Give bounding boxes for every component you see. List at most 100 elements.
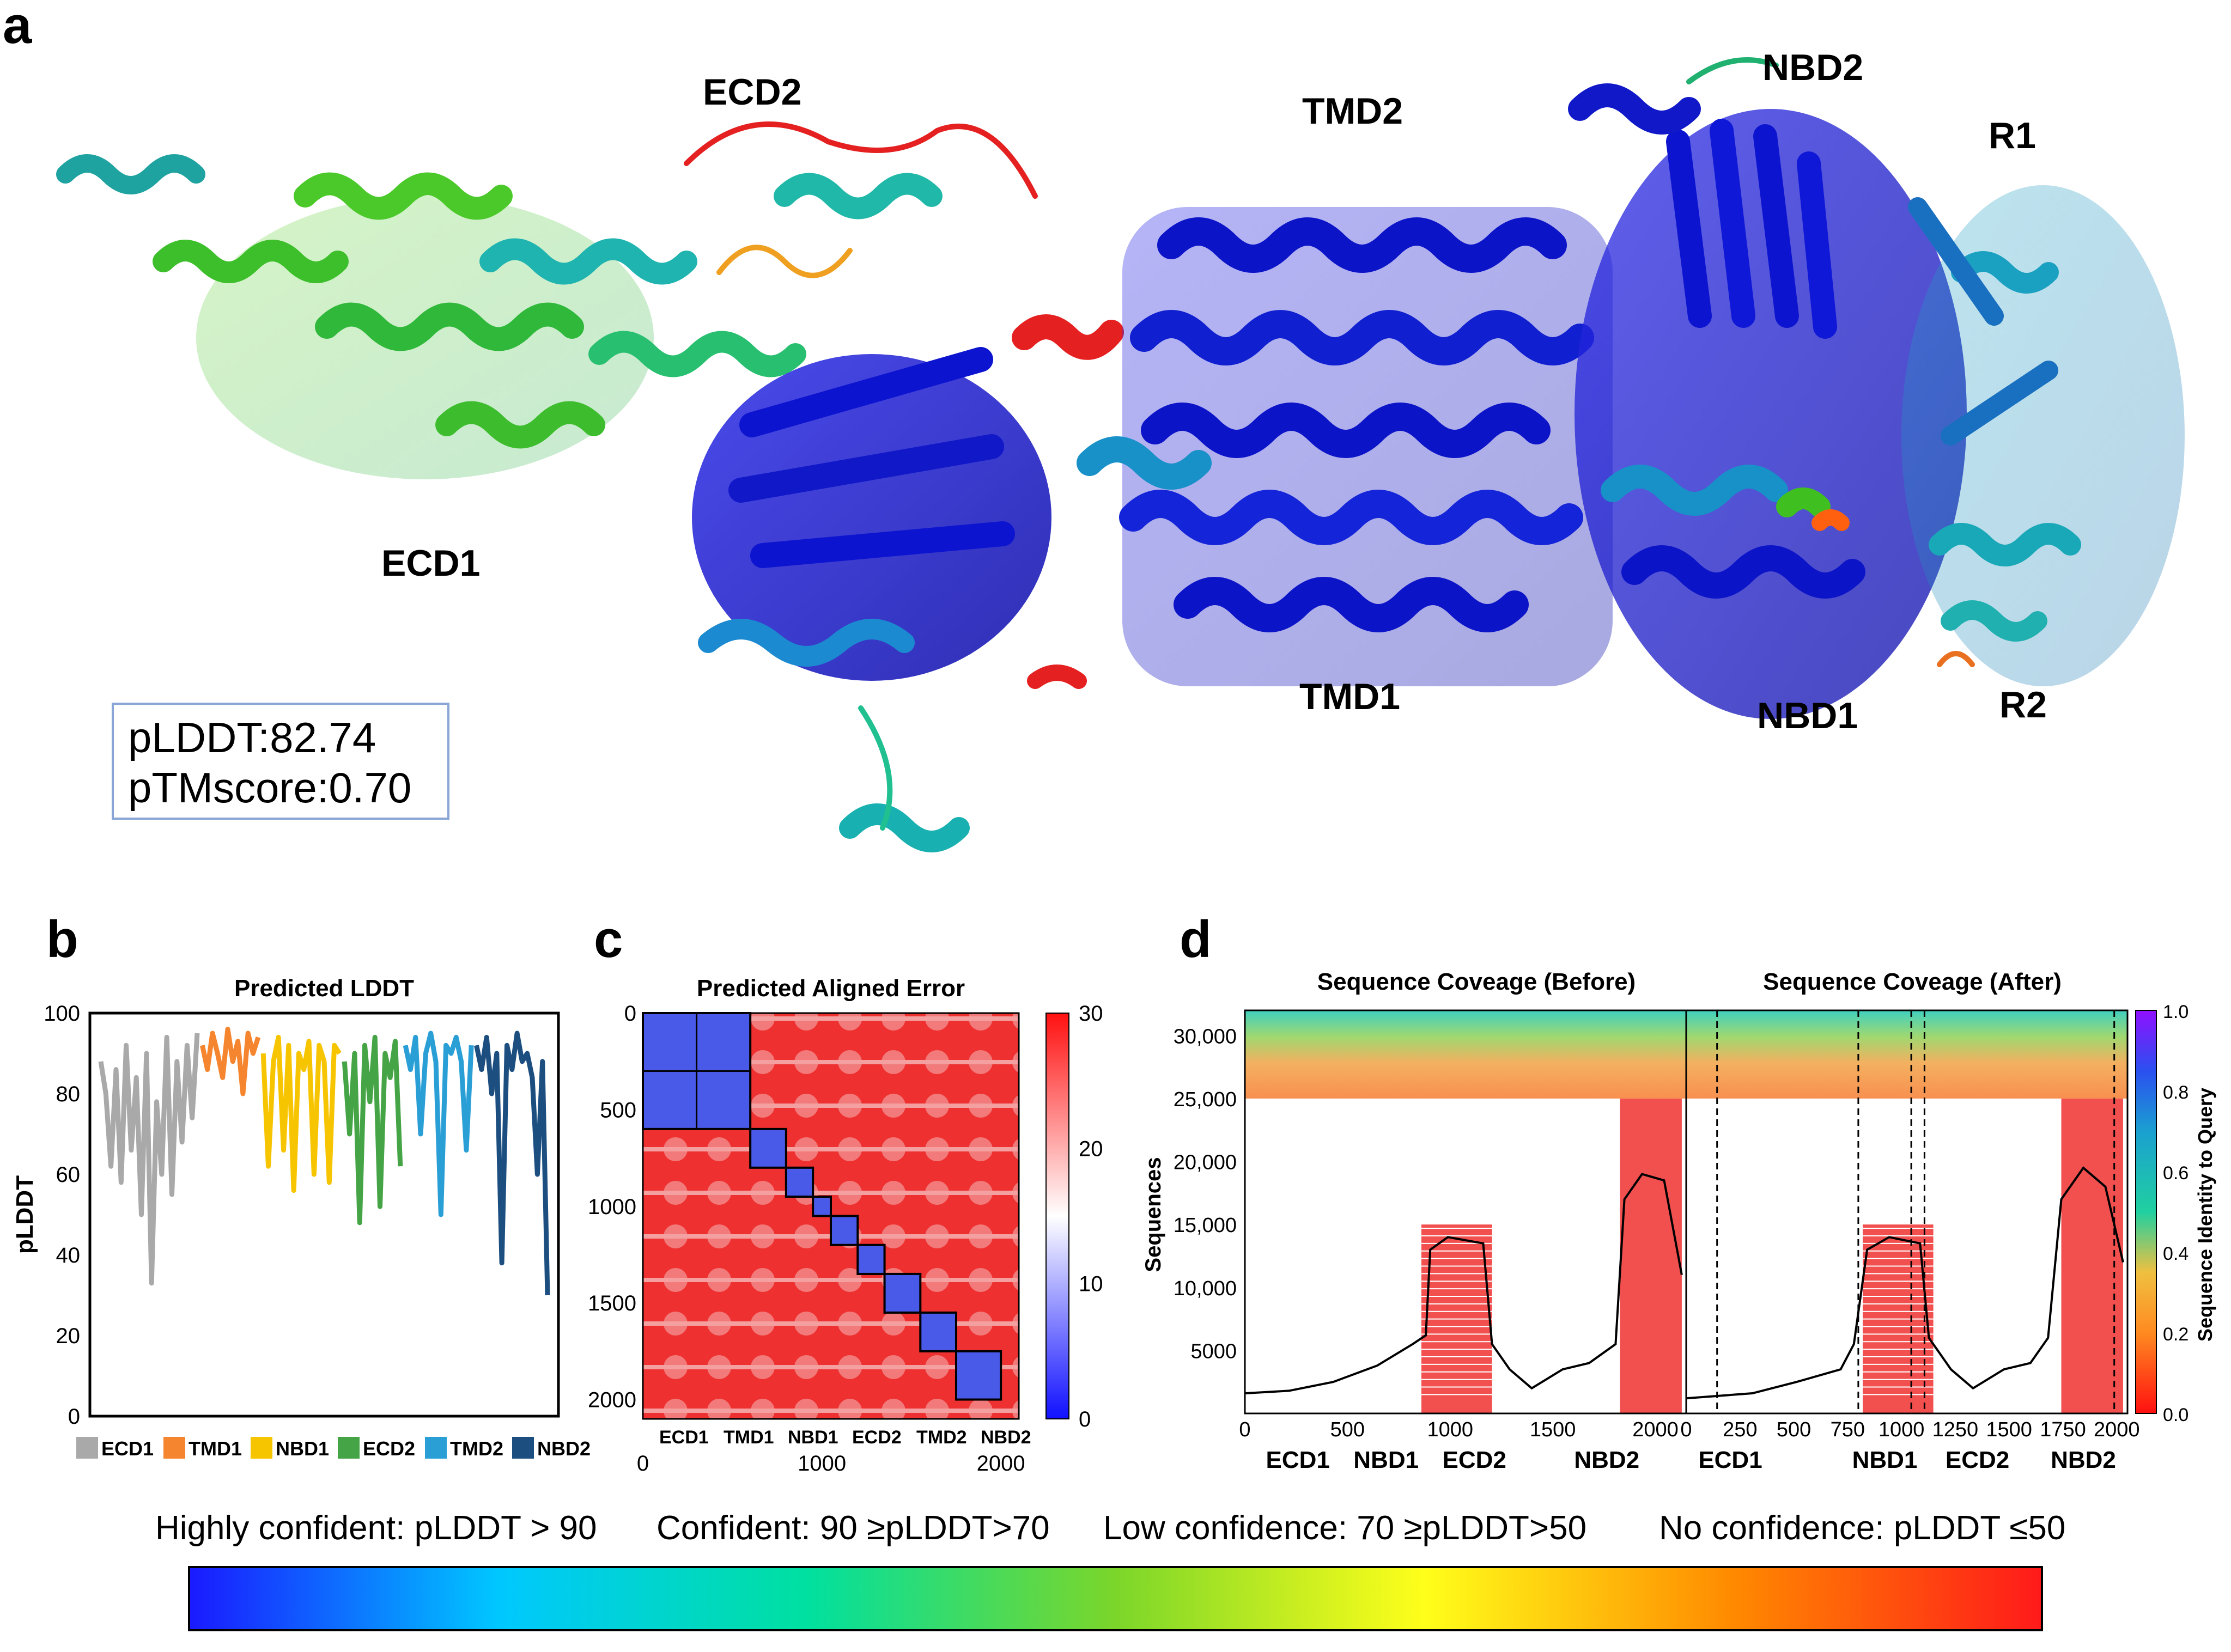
panel-b-letter: b xyxy=(46,910,78,968)
plddt-y-tick: 0 xyxy=(68,1405,80,1429)
plddt-plot-frame xyxy=(88,1011,560,1418)
coverage-x-tick: 250 xyxy=(1723,1418,1757,1441)
coverage-x-tick: 1500 xyxy=(1986,1418,2032,1441)
plddt-legend-label-ecd2: ECD2 xyxy=(363,1437,415,1460)
coverage-y-tick: 10,000 xyxy=(1174,1277,1237,1300)
coverage-y-tick: 20,000 xyxy=(1174,1151,1237,1174)
domain-label-tmd1: TMD1 xyxy=(1299,676,1401,717)
coverage-domain-label-ecd2: ECD2 xyxy=(1946,1447,2009,1473)
pae-frame xyxy=(642,1012,1020,1420)
plddt-legend-swatch-tmd2 xyxy=(425,1437,447,1459)
coverage-colorbar-tick: 0.2 xyxy=(2163,1324,2189,1345)
coverage-x-tick: 1250 xyxy=(1932,1418,1979,1441)
coverage-x-tick: 500 xyxy=(1330,1418,1365,1441)
coverage-y-tick: 25,000 xyxy=(1174,1088,1237,1111)
legend-low-confidence: Low confidence: 70 ≥pLDDT>50 xyxy=(1103,1509,1587,1547)
coverage-colorbar-tick: 0.6 xyxy=(2163,1163,2189,1184)
ecd1-region xyxy=(56,121,1038,479)
plddt-y-label: pLDDT xyxy=(11,1175,38,1254)
protein-structure-illustration xyxy=(56,57,2185,852)
coverage-colorbar-label: Sequence Identity to Query xyxy=(2194,1088,2216,1342)
pae-domain-label-tmd1: TMD1 xyxy=(724,1427,774,1448)
coverage-y-tick: 5000 xyxy=(1190,1340,1237,1363)
coverage-heatmaps: 0 500 1000 1500 2000 ECD1 NBD1 ECD2 NBD2 30,000 25… xyxy=(1144,1002,2216,1473)
coverage-domain-label-ecd1: ECD1 xyxy=(1698,1447,1762,1473)
nbd1-lower-region xyxy=(692,314,1124,852)
pae-x-tick: 0 xyxy=(637,1452,649,1476)
pae-domain-label-nbd1: NBD1 xyxy=(788,1427,838,1448)
coverage-before-title: Sequence Coveage (Before) xyxy=(1317,968,1636,995)
coverage-domain-label-nbd1: NBD1 xyxy=(1852,1447,1918,1473)
pae-y-tick: 2000 xyxy=(588,1388,636,1412)
pae-domain-label-ecd1: ECD1 xyxy=(659,1427,709,1448)
plddt-legend-swatch-nbd2 xyxy=(512,1437,534,1459)
coverage-top-band xyxy=(1245,1010,1686,1099)
plddt-y-tick: 80 xyxy=(56,1082,81,1106)
legend-confident: Confident: 90 ≥pLDDT>70 xyxy=(656,1509,1050,1547)
pae-domain-block xyxy=(785,1166,814,1198)
panel-c-letter: c xyxy=(594,910,623,968)
coverage-domain-label-nbd1: NBD1 xyxy=(1353,1447,1419,1473)
pae-domain-label-nbd2: NBD2 xyxy=(981,1427,1031,1448)
domain-label-tmd2: TMD2 xyxy=(1302,90,1403,132)
domain-label-ecd2: ECD2 xyxy=(703,71,802,113)
legend-no-confidence: No confidence: pLDDT ≤50 xyxy=(1659,1509,2066,1547)
plddt-legend-swatch-ecd1 xyxy=(76,1437,98,1459)
coverage-after-title: Sequence Coveage (After) xyxy=(1763,968,2062,995)
pae-subdomain-block xyxy=(696,1070,751,1130)
plddt-series-ecd2 xyxy=(342,1034,403,1226)
coverage-depth-line xyxy=(1686,1166,2124,1400)
plddt-y-ticks: 0 20 40 60 80 100 xyxy=(44,1002,80,1429)
pae-domain-blocks xyxy=(642,1012,1002,1401)
coverage-domain-label-nbd2: NBD2 xyxy=(1574,1447,1639,1473)
plddt-series-nbd2 xyxy=(474,1031,550,1296)
panel-d-letter: d xyxy=(1180,910,1212,968)
plddt-legend-swatch-ecd2 xyxy=(338,1437,360,1459)
pae-y-tick: 1000 xyxy=(588,1195,636,1219)
coverage-x-tick: 1000 xyxy=(1879,1418,1925,1441)
pae-y-tick: 0 xyxy=(624,1002,636,1026)
plddt-chart-title: Predicted LDDT xyxy=(234,975,415,1002)
plddt-y-tick: 20 xyxy=(56,1324,81,1348)
pae-colorbar-tick: 0 xyxy=(1079,1407,1091,1431)
domain-label-r1: R1 xyxy=(1989,115,2036,156)
pae-domain-block xyxy=(830,1215,859,1246)
pae-colorbar-tick: 20 xyxy=(1079,1137,1103,1161)
coverage-depth-line xyxy=(1244,1173,1683,1394)
coverage-colorbar-tick: 0.8 xyxy=(2163,1082,2189,1103)
plddt-legend-label-tmd2: TMD2 xyxy=(450,1437,503,1460)
panel-a-letter: a xyxy=(3,0,32,54)
coverage-top-band xyxy=(1686,1010,2127,1099)
confidence-color-gradient xyxy=(188,1566,2043,1631)
plddt-legend-swatch-nbd1 xyxy=(251,1437,272,1459)
coverage-red-band xyxy=(2061,1098,2123,1413)
plddt-legend-swatch-tmd1 xyxy=(163,1437,185,1459)
pae-colorbar-ticks: 30 20 10 0 xyxy=(1079,1002,1103,1431)
plddt-legend-label-nbd1: NBD1 xyxy=(276,1437,329,1460)
plddt-series-group xyxy=(98,1027,550,1296)
score-box: pLDDT:82.74 pTMscore:0.70 xyxy=(112,703,449,820)
plddt-series-nbd1 xyxy=(260,1034,342,1193)
coverage-y-tick: 15,000 xyxy=(1174,1214,1237,1237)
coverage-colorbar-tick: 1.0 xyxy=(2163,1002,2189,1022)
coverage-x-tick: 750 xyxy=(1831,1418,1865,1441)
domain-label-r2: R2 xyxy=(1999,684,2047,726)
coverage-red-band xyxy=(1620,1098,1682,1413)
coverage-domain-label-ecd1: ECD1 xyxy=(1266,1447,1330,1473)
pae-domain-label-tmd2: TMD2 xyxy=(916,1427,967,1448)
coverage-x-tick: 1750 xyxy=(2040,1418,2086,1441)
coverage-x-tick: 2000 xyxy=(1632,1418,1679,1441)
plddt-y-tick: 40 xyxy=(56,1243,81,1267)
r-domain-region xyxy=(1901,185,2185,686)
pae-ticks: 0 500 1000 1500 2000 0 1000 2000 ECD1 TMD1 NBD1 ECD… xyxy=(588,1002,1031,1476)
coverage-x-tick: 0 xyxy=(1239,1418,1250,1441)
coverage-x-tick: 0 xyxy=(1680,1418,1692,1441)
pae-domain-block xyxy=(955,1350,1002,1401)
plddt-line-chart: 0 20 40 60 80 100 pLDDT ECD1 TMD1 NBD1 ECD2 TMD2 N… xyxy=(11,1002,591,1460)
pae-domain-label-ecd2: ECD2 xyxy=(852,1427,902,1448)
pae-x-tick: 2000 xyxy=(977,1452,1025,1476)
plddt-legend-label-ecd1: ECD1 xyxy=(101,1437,154,1460)
pae-chart-title: Predicted Aligned Error xyxy=(696,975,965,1002)
coverage-y-tick: 30,000 xyxy=(1174,1025,1237,1048)
plddt-series-tmd1 xyxy=(199,1027,261,1096)
